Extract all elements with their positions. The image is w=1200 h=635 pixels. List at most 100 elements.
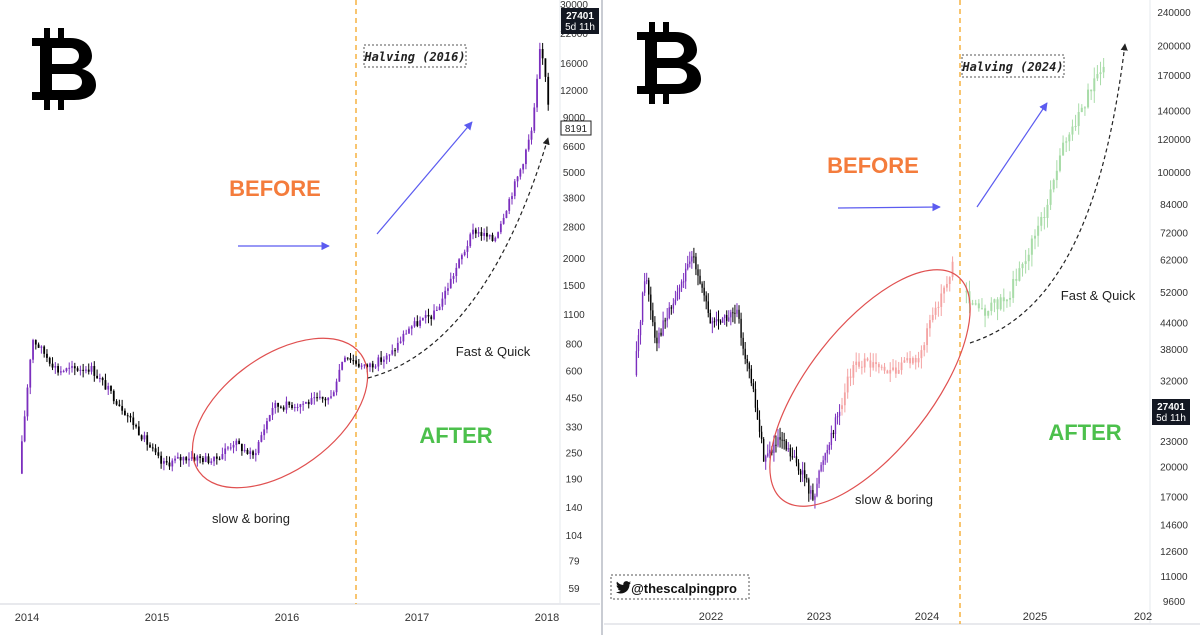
right-projection-after-candle bbox=[1024, 261, 1027, 264]
left-after-label: AFTER bbox=[419, 423, 492, 448]
left-candle bbox=[449, 278, 452, 289]
right-candle bbox=[717, 319, 720, 322]
left-candle bbox=[474, 229, 477, 234]
left-candle bbox=[199, 456, 202, 458]
right-candle bbox=[670, 307, 673, 309]
left-candle bbox=[46, 353, 48, 358]
left-candle bbox=[455, 267, 458, 277]
left-candle bbox=[491, 234, 494, 242]
right-projection-after-candle bbox=[1083, 107, 1086, 109]
left-candle bbox=[266, 421, 268, 430]
right-candle bbox=[828, 445, 831, 451]
right-candle bbox=[719, 321, 722, 323]
right-projection-after-candle bbox=[1102, 66, 1105, 73]
right-projection-after-candle bbox=[1040, 216, 1043, 226]
left-candle bbox=[383, 359, 385, 362]
right-projection-after-candle bbox=[1065, 141, 1068, 143]
right-candle bbox=[639, 321, 642, 336]
left-candle bbox=[132, 417, 135, 426]
right-projection-before-candle bbox=[889, 369, 892, 374]
left-x-tick-label: 2018 bbox=[535, 612, 559, 624]
right-candle bbox=[785, 440, 787, 450]
right-candle bbox=[787, 448, 789, 450]
right-candle bbox=[824, 453, 826, 461]
left-candle bbox=[115, 401, 118, 405]
right-y-tick-label: 140000 bbox=[1157, 107, 1191, 118]
right-projection-after-candle bbox=[1090, 89, 1093, 92]
right-y-tick-label: 52000 bbox=[1160, 288, 1188, 299]
left-y-tick-label: 1500 bbox=[563, 281, 586, 292]
left-candle bbox=[29, 359, 32, 388]
left-level-value: 8191 bbox=[565, 124, 588, 135]
right-candle bbox=[791, 456, 794, 458]
right-candle bbox=[691, 256, 693, 262]
right-candle bbox=[793, 456, 796, 458]
right-before-label: BEFORE bbox=[827, 153, 919, 178]
left-candle bbox=[335, 381, 338, 393]
left-price-countdown: 5d 11h bbox=[565, 22, 595, 33]
left-candle bbox=[533, 107, 536, 131]
left-candle bbox=[182, 457, 185, 461]
left-candle bbox=[435, 310, 438, 312]
left-candle bbox=[538, 49, 541, 79]
left-price-value: 27401 bbox=[566, 11, 594, 22]
left-candle bbox=[188, 458, 190, 461]
left-candle bbox=[32, 340, 34, 360]
left-y-tick-label: 79 bbox=[568, 557, 580, 568]
left-candle bbox=[341, 361, 344, 370]
left-candle bbox=[305, 402, 307, 404]
left-candle bbox=[87, 369, 90, 372]
left-candle bbox=[460, 255, 463, 260]
right-projection-after-candle bbox=[1052, 180, 1055, 190]
left-candle bbox=[430, 316, 433, 320]
right-projection-after-candle bbox=[1096, 74, 1099, 79]
right-horizontal-arrow bbox=[837, 202, 941, 212]
left-candle bbox=[522, 164, 525, 170]
right-projection-after-candle bbox=[999, 297, 1002, 310]
left-candle bbox=[254, 453, 257, 456]
left-candle bbox=[137, 426, 140, 436]
right-projection-after-candle bbox=[1030, 238, 1033, 255]
left-candle bbox=[483, 232, 486, 236]
left-candle bbox=[213, 456, 215, 462]
left-candle bbox=[399, 341, 402, 343]
right-projection-before-candle bbox=[863, 358, 866, 368]
left-candle bbox=[360, 365, 363, 367]
right-candle bbox=[838, 411, 841, 416]
right-candle bbox=[777, 437, 779, 446]
left-candle bbox=[458, 259, 461, 268]
right-candle bbox=[789, 448, 792, 457]
left-candle bbox=[380, 357, 383, 362]
left-y-tick-label: 16000 bbox=[560, 59, 588, 70]
left-x-tick-label: 2014 bbox=[15, 612, 39, 624]
left-candle bbox=[327, 397, 330, 401]
left-candle bbox=[511, 196, 513, 200]
right-candle bbox=[656, 337, 658, 344]
right-candle bbox=[803, 470, 806, 479]
right-projection-after-candle bbox=[1074, 126, 1077, 128]
right-projection-before-candle bbox=[860, 366, 863, 368]
right-projection-curve bbox=[969, 43, 1128, 344]
left-y-tick-label: 22000 bbox=[560, 29, 588, 40]
left-candle bbox=[447, 288, 449, 291]
right-candle bbox=[726, 315, 728, 321]
right-candle bbox=[648, 280, 650, 295]
right-candle bbox=[732, 312, 734, 314]
left-candle bbox=[23, 416, 26, 442]
right-y-tick-label: 38000 bbox=[1160, 345, 1188, 356]
left-candle bbox=[201, 457, 204, 462]
right-projection-after-candle bbox=[993, 299, 996, 303]
right-x-tick-label: 2024 bbox=[915, 611, 939, 623]
left-candle bbox=[366, 364, 369, 368]
left-slow-label: slow & boring bbox=[212, 511, 290, 526]
right-projection-after-candle bbox=[974, 303, 977, 305]
left-candle bbox=[291, 404, 293, 409]
left-candle bbox=[185, 457, 188, 461]
left-candle bbox=[444, 290, 447, 299]
right-projection-after-candle bbox=[1077, 112, 1080, 127]
left-y-tick-label: 59 bbox=[568, 584, 580, 595]
left-y-tick-label: 190 bbox=[566, 474, 583, 485]
right-y-tick-label: 120000 bbox=[1157, 135, 1191, 146]
left-y-tick-label: 9000 bbox=[563, 113, 586, 124]
left-candle bbox=[516, 176, 519, 182]
